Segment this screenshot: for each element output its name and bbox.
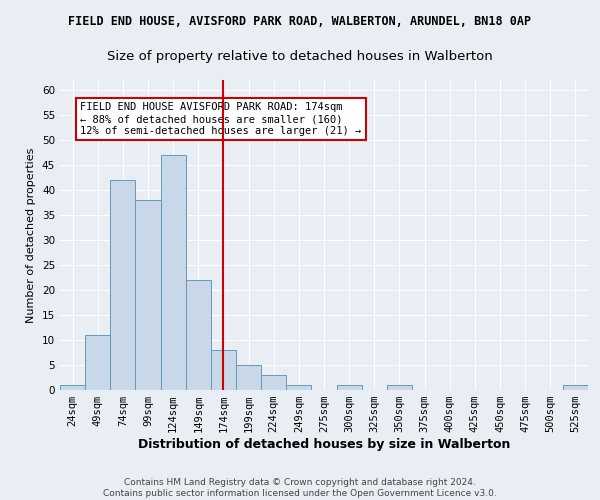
Bar — [211, 350, 236, 390]
Text: Contains HM Land Registry data © Crown copyright and database right 2024.
Contai: Contains HM Land Registry data © Crown c… — [103, 478, 497, 498]
Bar — [236, 365, 261, 390]
Bar — [337, 385, 362, 390]
Text: Size of property relative to detached houses in Walberton: Size of property relative to detached ho… — [107, 50, 493, 63]
Text: FIELD END HOUSE AVISFORD PARK ROAD: 174sqm
← 88% of detached houses are smaller : FIELD END HOUSE AVISFORD PARK ROAD: 174s… — [80, 102, 361, 136]
Bar — [563, 385, 588, 390]
Bar — [161, 155, 186, 390]
Text: FIELD END HOUSE, AVISFORD PARK ROAD, WALBERTON, ARUNDEL, BN18 0AP: FIELD END HOUSE, AVISFORD PARK ROAD, WAL… — [68, 15, 532, 28]
Bar — [85, 335, 110, 390]
Bar — [60, 385, 85, 390]
Bar — [186, 280, 211, 390]
Bar — [136, 200, 161, 390]
X-axis label: Distribution of detached houses by size in Walberton: Distribution of detached houses by size … — [138, 438, 510, 451]
Bar — [261, 375, 286, 390]
Bar — [286, 385, 311, 390]
Y-axis label: Number of detached properties: Number of detached properties — [26, 148, 37, 322]
Bar — [110, 180, 136, 390]
Bar — [387, 385, 412, 390]
